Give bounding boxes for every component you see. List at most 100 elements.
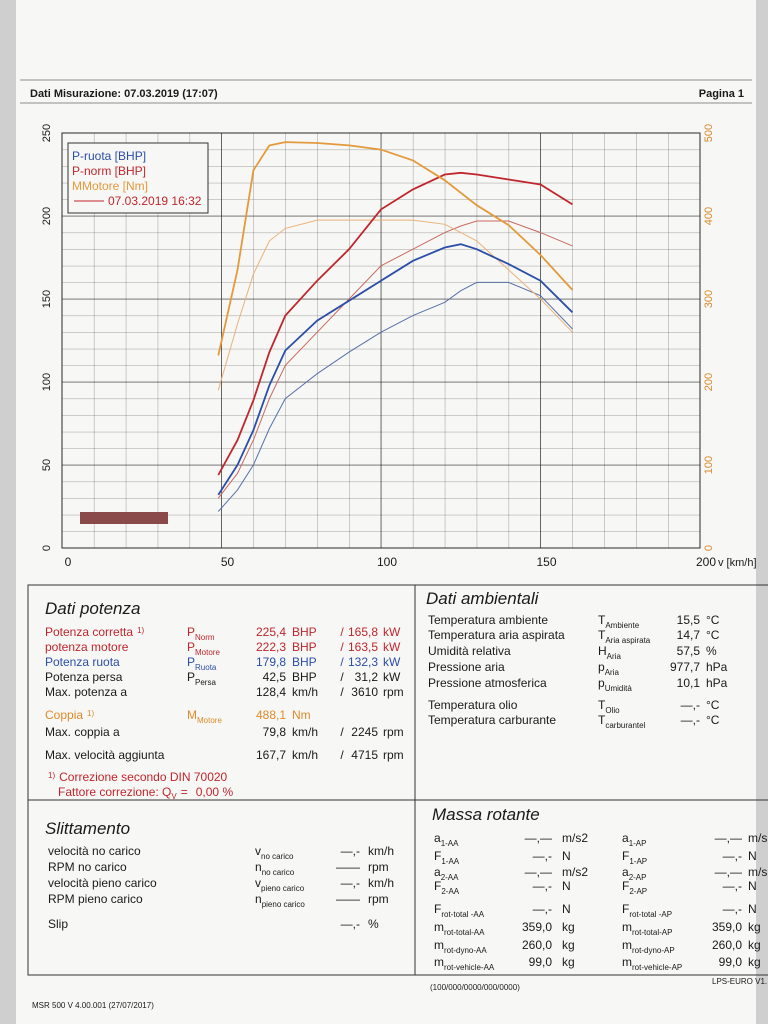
symbol-sub: rot-total -AP xyxy=(629,910,672,919)
row-value-text: 260,0 xyxy=(522,938,552,952)
row-label-text: Coppia xyxy=(45,708,83,722)
symbol-main: a xyxy=(434,831,441,845)
row-value2: 165,8 xyxy=(348,625,378,639)
symbol-main: T xyxy=(598,713,606,727)
row-value: 179,8 xyxy=(256,655,286,669)
series-line xyxy=(217,281,573,512)
row-value: —,- xyxy=(341,844,360,858)
row-value: 359,0 xyxy=(522,920,552,934)
x-tick-label: 100 xyxy=(377,555,397,569)
row-sep: / xyxy=(340,655,344,669)
row-sep: / xyxy=(340,670,344,684)
row-unit: km/h xyxy=(292,748,318,762)
row-value: —,- xyxy=(681,698,700,712)
row-value2: 4715 xyxy=(351,748,378,762)
row-value-text: 260,0 xyxy=(712,938,742,952)
row-unit-text: rpm xyxy=(368,892,389,906)
row-value: 99,0 xyxy=(529,955,553,969)
y2-tick-label: 300 xyxy=(703,290,715,308)
symbol-main: P xyxy=(187,670,195,684)
row-unit-text: hPa xyxy=(706,676,728,690)
row-value: 222,3 xyxy=(256,640,286,654)
row-unit: °C xyxy=(706,628,720,642)
symbol-main: m xyxy=(434,920,444,934)
factor-label: Fattore correzione: Q xyxy=(58,785,171,799)
row-value-text: 99,0 xyxy=(719,955,743,969)
row-unit: BHP xyxy=(292,640,317,654)
row-label-text: Potenza persa xyxy=(45,670,123,684)
symbol-sub: rot-vehicle-AA xyxy=(444,963,495,972)
row-unit: hPa xyxy=(706,676,728,690)
row-value-text: —,- xyxy=(723,879,742,893)
row-label: Max. potenza a xyxy=(45,685,127,699)
section-box xyxy=(414,799,768,976)
symbol-main: P xyxy=(187,625,195,639)
row-unit: m/s2 xyxy=(562,865,588,879)
row-label: velocità pieno carico xyxy=(48,876,157,890)
row-label: potenza motore xyxy=(45,640,129,654)
symbol-main: p xyxy=(598,676,605,690)
symbol-sub: pieno carico xyxy=(262,900,306,909)
symbol-main: F xyxy=(434,902,441,916)
row-label: Potenza persa xyxy=(45,670,123,684)
row-unit-text: BHP xyxy=(292,625,317,639)
row-unit2-text: kW xyxy=(383,625,401,639)
symbol-sub: pieno carico xyxy=(261,884,305,893)
row-unit-text: °C xyxy=(706,628,720,642)
symbol-sub: rot-dyno-AP xyxy=(632,946,675,955)
symbol: nno carico xyxy=(255,860,295,877)
symbol-sub: Persa xyxy=(195,678,216,687)
row-value: —,- xyxy=(681,713,700,727)
row-value2-text: 163,5 xyxy=(348,640,378,654)
row-unit-text: kg xyxy=(748,955,761,969)
row-value: 10,1 xyxy=(677,676,701,690)
row-value-text: 488,1 xyxy=(256,708,286,722)
factor-value: 0,00 % xyxy=(196,785,234,799)
row-value: 977,7 xyxy=(670,660,700,674)
row-unit: kg xyxy=(748,955,761,969)
x-tick-label: 200 xyxy=(696,555,716,569)
row-label-text: Temperatura carburante xyxy=(428,713,556,727)
legend-entry: P-norm [BHP] xyxy=(72,164,146,178)
row-value2-text: 4715 xyxy=(351,748,378,762)
row-label-text: velocità pieno carico xyxy=(48,876,157,890)
row-value: —,— xyxy=(525,831,552,845)
row-value-text: —,- xyxy=(723,849,742,863)
y-tick-label: 50 xyxy=(41,459,53,471)
row-value-text: —,- xyxy=(533,902,552,916)
row-value: —,- xyxy=(533,879,552,893)
symbol-main: F xyxy=(622,902,629,916)
row-value-text: —,- xyxy=(341,876,360,890)
row-unit: km/h xyxy=(368,844,394,858)
row-sep: / xyxy=(340,748,344,762)
row-label: Max. velocità aggiunta xyxy=(45,748,165,762)
row-unit: kg xyxy=(562,920,575,934)
symbol-sub: 2-AP xyxy=(629,887,647,896)
row-label: RPM pieno carico xyxy=(48,892,143,906)
row-unit: km/h xyxy=(292,685,318,699)
y-tick-label: 0 xyxy=(41,545,53,551)
row-value-text: —,— xyxy=(715,831,742,845)
row-value: 488,1 xyxy=(256,708,286,722)
symbol-sub: Olio xyxy=(605,706,620,715)
symbol: pUmidità xyxy=(598,676,632,693)
row-unit-text: kg xyxy=(562,938,575,952)
symbol: vno carico xyxy=(255,844,294,861)
symbol-main: a xyxy=(622,831,629,845)
symbol-sub: rot-total-AP xyxy=(632,928,672,937)
row-unit: BHP xyxy=(292,655,317,669)
x-tick-label: 50 xyxy=(221,555,235,569)
row-label-text: Slip xyxy=(48,917,68,931)
symbol: a1-AA xyxy=(434,831,459,848)
symbol: TAria aspirata xyxy=(598,628,651,645)
row-label: Coppia 1) xyxy=(45,708,94,722)
header-title: Dati Misurazione: 07.03.2019 (17:07) xyxy=(30,88,218,100)
row-value: 42,5 xyxy=(263,670,287,684)
symbol: Frot-total -AA xyxy=(434,902,485,919)
row-value: —,- xyxy=(341,876,360,890)
row-value-text: —— xyxy=(336,892,360,906)
row-unit2: kW xyxy=(383,640,401,654)
row-unit-text: N xyxy=(748,902,757,916)
header-page: Pagina 1 xyxy=(699,88,744,100)
